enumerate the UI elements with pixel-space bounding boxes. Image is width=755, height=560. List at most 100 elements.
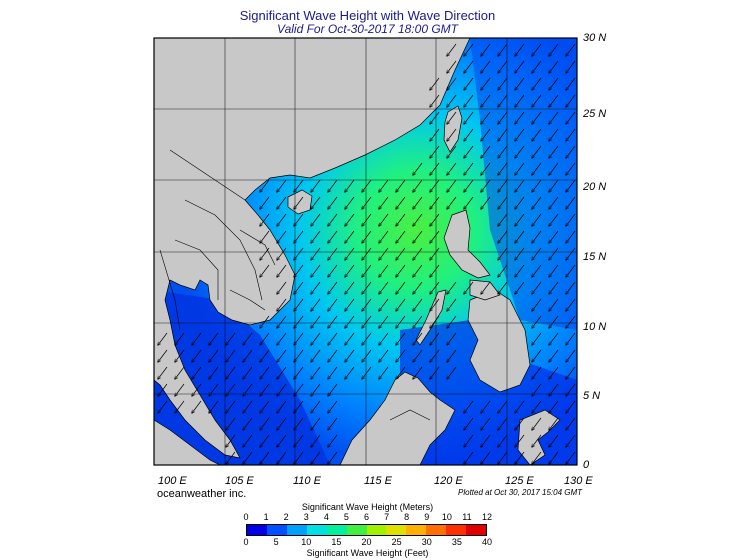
- wave-arrow: [515, 111, 525, 124]
- wave-arrow: [277, 349, 287, 362]
- wave-arrow: [515, 179, 525, 192]
- wave-arrow: [447, 298, 457, 311]
- wave-arrow: [481, 196, 491, 209]
- wave-arrow: [209, 383, 219, 396]
- wave-arrow: [532, 400, 542, 413]
- wave-arrow: [311, 315, 321, 328]
- wave-arrow: [294, 264, 304, 277]
- wave-arrow: [447, 196, 457, 209]
- wave-arrow: [260, 434, 270, 447]
- wave-arrow: [430, 94, 440, 107]
- wave-arrow: [447, 349, 457, 362]
- wave-arrow: [498, 60, 508, 73]
- wave-arrow: [243, 383, 253, 396]
- wave-arrow: [532, 179, 542, 192]
- wave-arrow: [549, 43, 559, 56]
- wave-arrow: [277, 434, 287, 447]
- wave-arrow: [447, 281, 457, 294]
- wave-arrow: [566, 247, 576, 260]
- wave-arrow: [362, 366, 372, 379]
- wave-arrow: [192, 349, 202, 362]
- wave-arrow: [175, 349, 185, 362]
- wave-arrow: [447, 111, 457, 124]
- wave-arrow: [294, 247, 304, 260]
- wave-arrow: [549, 162, 559, 175]
- wave-arrow: [362, 349, 372, 362]
- wave-arrow: [481, 417, 491, 430]
- wave-arrow: [498, 111, 508, 124]
- wave-arrow: [260, 230, 270, 243]
- palawan-island: [415, 289, 447, 346]
- wave-arrow: [311, 332, 321, 345]
- wave-arrow: [345, 213, 355, 226]
- wave-arrow: [498, 400, 508, 413]
- wave-arrow: [498, 179, 508, 192]
- wave-arrow: [430, 179, 440, 192]
- wave-arrow: [549, 298, 559, 311]
- colorbar-feet-tick: 5: [273, 537, 279, 547]
- wave-arrow: [447, 366, 457, 379]
- wave-arrow: [175, 400, 185, 413]
- wave-arrow: [277, 281, 287, 294]
- wave-arrow: [532, 366, 542, 379]
- wave-arrow: [328, 247, 338, 260]
- wave-arrow: [260, 366, 270, 379]
- wave-arrow: [413, 162, 423, 175]
- wave-arrow: [243, 434, 253, 447]
- colorbar-meter-tick: 0: [243, 512, 249, 522]
- wave-arrow: [566, 332, 576, 345]
- wave-arrow: [464, 145, 474, 158]
- visayas-islands: [469, 279, 501, 301]
- wave-arrow: [396, 315, 406, 328]
- colorbar-feet-tick: 35: [451, 537, 462, 547]
- wave-arrow: [158, 349, 168, 362]
- wave-arrow: [549, 332, 559, 345]
- wave-arrow: [532, 434, 542, 447]
- wave-arrow: [481, 77, 491, 90]
- wave-arrow: [515, 417, 525, 430]
- wave-arrow: [413, 230, 423, 243]
- wave-arrow: [362, 179, 372, 192]
- wave-arrow: [345, 315, 355, 328]
- colorbar-feet-tick: 10: [301, 537, 312, 547]
- wave-arrow: [430, 162, 440, 175]
- wave-arrow: [566, 60, 576, 73]
- wave-arrow: [549, 230, 559, 243]
- wave-arrow: [379, 213, 389, 226]
- colorbar-title-feet: Significant Wave Height (Feet): [306, 548, 429, 558]
- wave-arrow: [362, 247, 372, 260]
- wave-arrow: [192, 383, 202, 396]
- wave-arrow: [379, 332, 389, 345]
- wave-arrow: [532, 264, 542, 277]
- wave-arrow: [243, 400, 253, 413]
- wave-arrow: [464, 417, 474, 430]
- wave-arrow: [311, 247, 321, 260]
- wave-arrow: [413, 281, 423, 294]
- sumatra-island: [154, 419, 221, 465]
- wave-arrow: [566, 213, 576, 226]
- wave-arrow: [260, 332, 270, 345]
- wave-arrow: [328, 281, 338, 294]
- wave-arrow: [532, 196, 542, 209]
- wave-arrow: [498, 417, 508, 430]
- wave-arrow: [345, 196, 355, 209]
- colorbar-feet-tick: 40: [481, 537, 492, 547]
- wave-arrow: [294, 400, 304, 413]
- wave-arrow: [566, 383, 576, 396]
- wave-arrow: [311, 434, 321, 447]
- wave-arrow: [566, 43, 576, 56]
- wave-arrow: [328, 383, 338, 396]
- wave-arrow: [498, 247, 508, 260]
- wave-arrow: [311, 349, 321, 362]
- wave-arrow: [481, 128, 491, 141]
- colorbar-swatch: [247, 525, 267, 535]
- wave-arrow: [345, 349, 355, 362]
- wave-arrow: [379, 315, 389, 328]
- wave-arrow: [311, 383, 321, 396]
- wave-arrow: [532, 60, 542, 73]
- wave-arrow: [226, 451, 236, 464]
- wave-arrow: [379, 366, 389, 379]
- wave-arrow: [498, 43, 508, 56]
- wave-arrow: [464, 434, 474, 447]
- wave-arrow: [447, 128, 457, 141]
